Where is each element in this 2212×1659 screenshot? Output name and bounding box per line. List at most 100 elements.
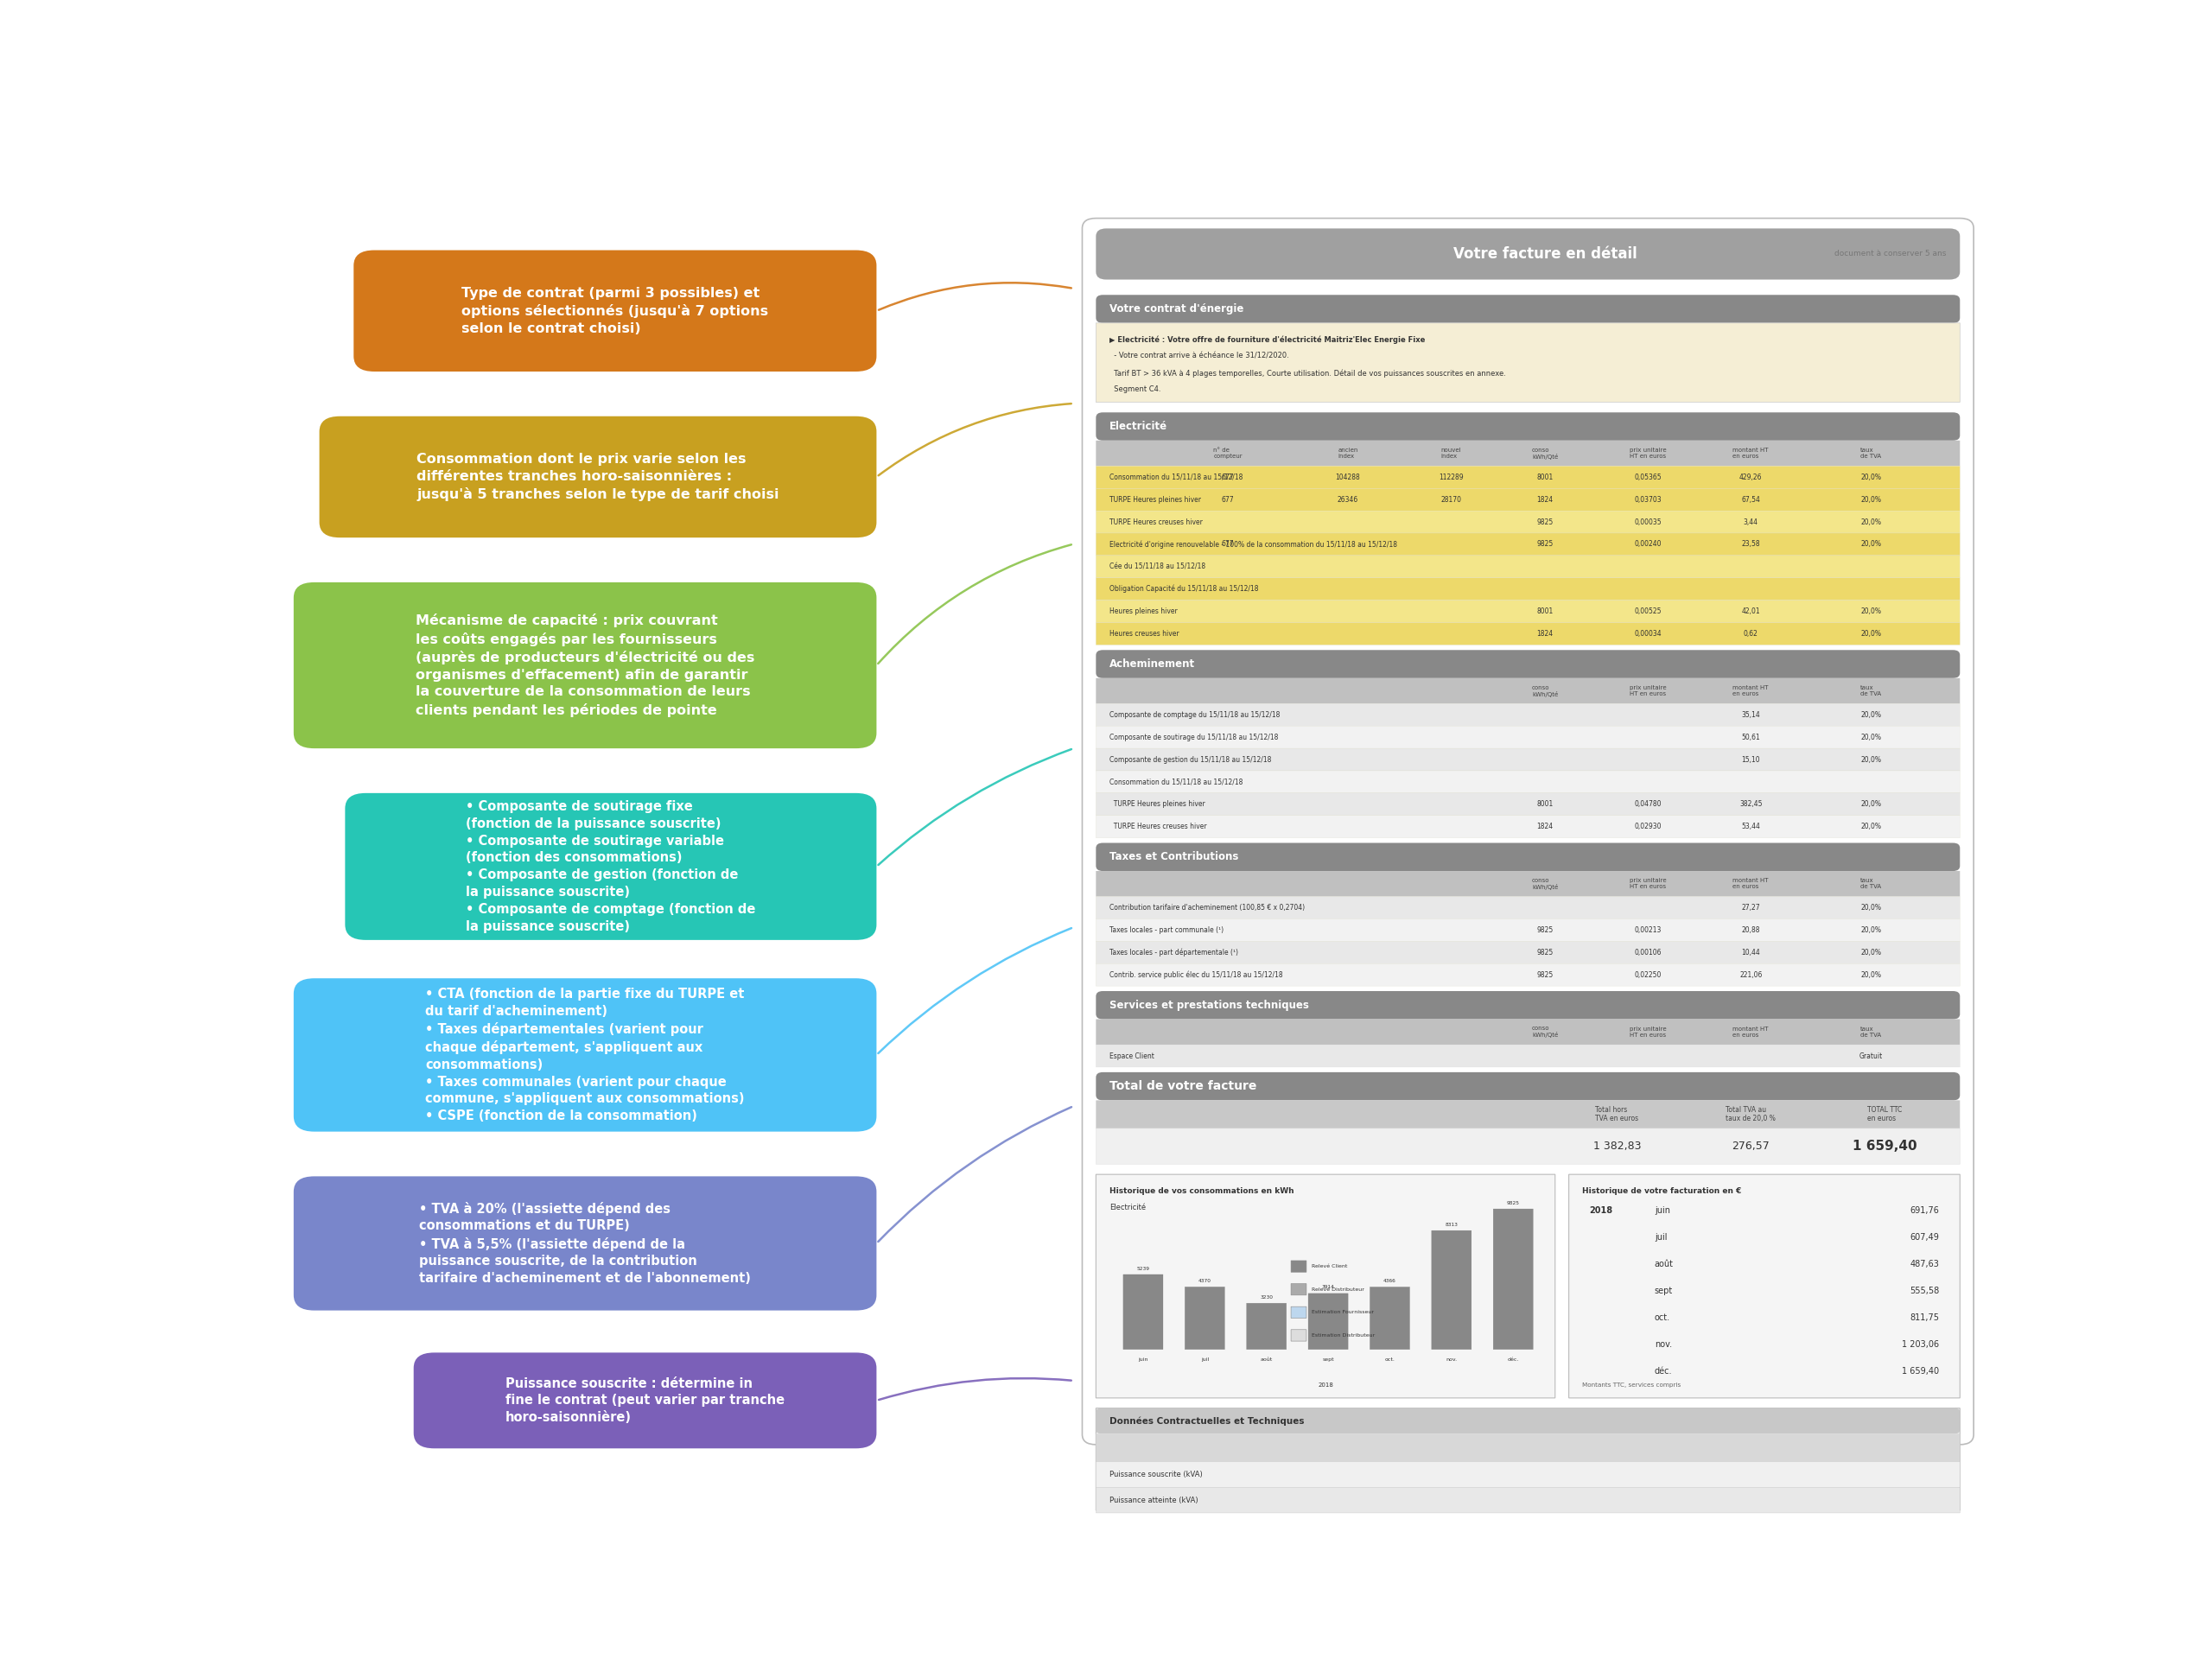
Text: 50,61: 50,61 xyxy=(1741,733,1761,742)
Text: Heures creuses hiver: Heures creuses hiver xyxy=(1110,630,1179,637)
Text: Estimation Fournisseur: Estimation Fournisseur xyxy=(1312,1311,1374,1314)
Text: taux
de TVA: taux de TVA xyxy=(1860,685,1880,697)
Text: 1 382,83: 1 382,83 xyxy=(1593,1141,1641,1151)
FancyBboxPatch shape xyxy=(1095,871,1960,896)
Text: 276,57: 276,57 xyxy=(1732,1141,1770,1151)
Text: Puissance souscrite : détermine in
fine le contrat (peut varier par tranche
horo: Puissance souscrite : détermine in fine … xyxy=(507,1377,785,1423)
Text: 429,26: 429,26 xyxy=(1739,473,1763,481)
Text: conso
kWh/Qté: conso kWh/Qté xyxy=(1533,1025,1557,1039)
FancyBboxPatch shape xyxy=(414,1352,876,1448)
Text: Relevé Client: Relevé Client xyxy=(1312,1264,1347,1269)
Text: 8313: 8313 xyxy=(1444,1223,1458,1226)
FancyArrowPatch shape xyxy=(878,750,1071,864)
FancyBboxPatch shape xyxy=(1095,1175,1555,1399)
FancyBboxPatch shape xyxy=(1095,1128,1960,1165)
FancyBboxPatch shape xyxy=(1095,413,1960,441)
Text: juin: juin xyxy=(1139,1357,1148,1362)
Text: 20,0%: 20,0% xyxy=(1860,733,1880,742)
Text: 20,0%: 20,0% xyxy=(1860,712,1880,718)
Text: sept: sept xyxy=(1655,1286,1672,1296)
FancyBboxPatch shape xyxy=(1493,1209,1533,1349)
Text: Estimation Distributeur: Estimation Distributeur xyxy=(1312,1334,1376,1337)
Text: 20,0%: 20,0% xyxy=(1860,823,1880,831)
FancyBboxPatch shape xyxy=(1095,441,1960,466)
FancyArrowPatch shape xyxy=(878,1107,1071,1241)
Text: nouvel
index: nouvel index xyxy=(1440,448,1460,460)
FancyBboxPatch shape xyxy=(1095,556,1960,577)
Text: 20,0%: 20,0% xyxy=(1860,541,1880,547)
Text: 0,03703: 0,03703 xyxy=(1635,496,1661,503)
Text: prix unitaire
HT en euros: prix unitaire HT en euros xyxy=(1630,448,1666,460)
Text: 555,58: 555,58 xyxy=(1909,1286,1940,1296)
Text: 0,05365: 0,05365 xyxy=(1635,473,1661,481)
Text: Montants TTC, services compris: Montants TTC, services compris xyxy=(1582,1382,1681,1387)
FancyBboxPatch shape xyxy=(1095,964,1960,985)
Text: Taxes et Contributions: Taxes et Contributions xyxy=(1110,851,1239,863)
Text: Votre facture en détail: Votre facture en détail xyxy=(1453,246,1637,262)
Text: 3230: 3230 xyxy=(1261,1296,1272,1299)
Text: 20,0%: 20,0% xyxy=(1860,755,1880,763)
Text: Heures pleines hiver: Heures pleines hiver xyxy=(1110,607,1177,615)
Text: 20,0%: 20,0% xyxy=(1860,518,1880,526)
Text: Puissance atteinte (kVA): Puissance atteinte (kVA) xyxy=(1110,1496,1199,1505)
FancyBboxPatch shape xyxy=(1095,511,1960,533)
FancyBboxPatch shape xyxy=(1095,748,1960,771)
Text: Electricité: Electricité xyxy=(1110,1204,1146,1211)
Text: 20,0%: 20,0% xyxy=(1860,473,1880,481)
Text: 677: 677 xyxy=(1221,473,1234,481)
Text: Données Contractuelles et Techniques: Données Contractuelles et Techniques xyxy=(1110,1417,1305,1425)
Text: 9825: 9825 xyxy=(1537,541,1553,547)
Text: Consommation dont le prix varie selon les
différentes tranches horo-saisonnières: Consommation dont le prix varie selon le… xyxy=(416,453,779,501)
FancyArrowPatch shape xyxy=(878,403,1071,476)
Text: 0,62: 0,62 xyxy=(1743,630,1759,637)
FancyBboxPatch shape xyxy=(1186,1287,1225,1349)
Text: 0,00034: 0,00034 xyxy=(1635,630,1661,637)
Text: 42,01: 42,01 xyxy=(1741,607,1761,615)
Text: 0,00240: 0,00240 xyxy=(1635,541,1661,547)
Text: Contrib. service public élec du 15/11/18 au 15/12/18: Contrib. service public élec du 15/11/18… xyxy=(1110,971,1283,979)
FancyBboxPatch shape xyxy=(1095,622,1960,645)
Text: 1 203,06: 1 203,06 xyxy=(1902,1340,1940,1349)
FancyBboxPatch shape xyxy=(1095,771,1960,793)
FancyBboxPatch shape xyxy=(1095,1045,1960,1067)
Text: juin: juin xyxy=(1655,1206,1670,1214)
FancyBboxPatch shape xyxy=(1124,1274,1164,1349)
Text: 5239: 5239 xyxy=(1137,1266,1150,1271)
Text: 3,44: 3,44 xyxy=(1743,518,1759,526)
Text: 8001: 8001 xyxy=(1537,473,1553,481)
Text: 67,54: 67,54 xyxy=(1741,496,1761,503)
Text: 20,0%: 20,0% xyxy=(1860,496,1880,503)
Text: 20,0%: 20,0% xyxy=(1860,926,1880,934)
Text: 0,04780: 0,04780 xyxy=(1635,800,1661,808)
Text: Historique de vos consommations en kWh: Historique de vos consommations en kWh xyxy=(1110,1188,1294,1194)
FancyArrowPatch shape xyxy=(878,1379,1071,1400)
FancyBboxPatch shape xyxy=(294,979,876,1131)
FancyBboxPatch shape xyxy=(1095,488,1960,511)
FancyBboxPatch shape xyxy=(1568,1175,1960,1399)
Text: ancien
index: ancien index xyxy=(1338,448,1358,460)
Text: Espace Client: Espace Client xyxy=(1110,1052,1155,1060)
FancyBboxPatch shape xyxy=(1095,650,1960,679)
FancyBboxPatch shape xyxy=(1292,1261,1307,1272)
Text: Taxes locales - part communale (¹): Taxes locales - part communale (¹) xyxy=(1110,926,1223,934)
Text: TOTAL TTC
en euros: TOTAL TTC en euros xyxy=(1867,1107,1902,1123)
Text: prix unitaire
HT en euros: prix unitaire HT en euros xyxy=(1630,1027,1666,1037)
FancyBboxPatch shape xyxy=(1095,295,1960,324)
Text: 0,00035: 0,00035 xyxy=(1635,518,1661,526)
FancyArrowPatch shape xyxy=(878,927,1071,1053)
Text: 8001: 8001 xyxy=(1537,800,1553,808)
Text: 3914: 3914 xyxy=(1323,1286,1334,1289)
Text: 20,0%: 20,0% xyxy=(1860,949,1880,956)
Text: 2018: 2018 xyxy=(1590,1206,1613,1214)
Text: Electricité: Electricité xyxy=(1110,421,1168,431)
Text: déc.: déc. xyxy=(1506,1357,1520,1362)
Text: TURPE Heures pleines hiver: TURPE Heures pleines hiver xyxy=(1110,800,1206,808)
Text: Segment C4.: Segment C4. xyxy=(1110,385,1161,393)
Text: document à conserver 5 ans: document à conserver 5 ans xyxy=(1834,251,1947,257)
Text: 20,0%: 20,0% xyxy=(1860,607,1880,615)
Text: 677: 677 xyxy=(1221,541,1234,547)
FancyBboxPatch shape xyxy=(1095,1462,1960,1488)
Text: 1 659,40: 1 659,40 xyxy=(1902,1367,1940,1375)
Text: Historique de votre facturation en €: Historique de votre facturation en € xyxy=(1582,1188,1741,1194)
Text: 1824: 1824 xyxy=(1537,630,1553,637)
